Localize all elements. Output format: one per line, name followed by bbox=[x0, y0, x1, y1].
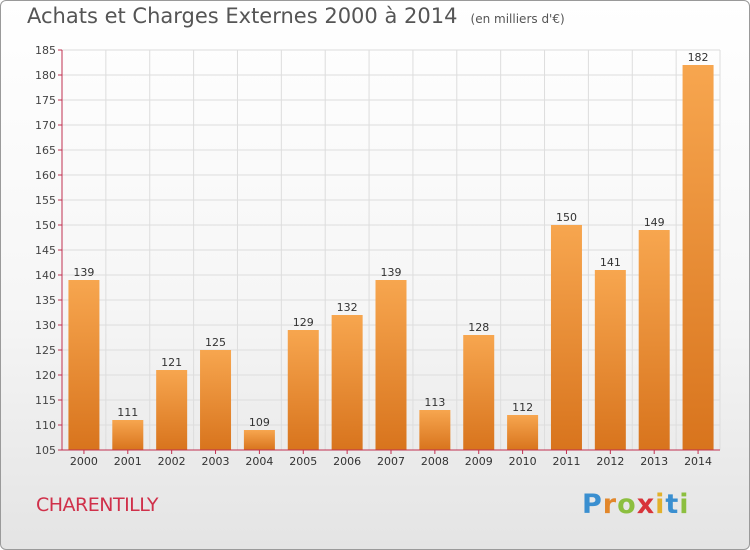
y-tick-label: 170 bbox=[35, 119, 56, 132]
x-tick-label: 2010 bbox=[509, 455, 537, 468]
x-tick-label: 2009 bbox=[465, 455, 493, 468]
chart-unit: (en milliers d'€) bbox=[470, 12, 565, 26]
bar bbox=[550, 225, 582, 450]
bar bbox=[682, 65, 714, 450]
x-tick-label: 2008 bbox=[421, 455, 449, 468]
commune-name: CHARENTILLY bbox=[36, 494, 158, 516]
axes: 105 110 115 120 125 130 135 140 145 150 155 160 165 1… bbox=[35, 44, 720, 468]
x-tick-label: 2004 bbox=[245, 455, 273, 468]
data-label: 129 bbox=[293, 316, 314, 329]
y-tick-label: 105 bbox=[35, 444, 56, 457]
bar bbox=[419, 410, 451, 450]
proxiti-logo: Proxiti bbox=[582, 489, 690, 520]
y-tick-label: 155 bbox=[35, 194, 56, 207]
y-tick-label: 135 bbox=[35, 294, 56, 307]
data-label: 141 bbox=[600, 256, 621, 269]
data-label: 113 bbox=[424, 396, 445, 409]
y-tick-label: 130 bbox=[35, 319, 56, 332]
y-tick-label: 115 bbox=[35, 394, 56, 407]
y-tick-label: 140 bbox=[35, 269, 56, 282]
data-label: 121 bbox=[161, 356, 182, 369]
x-tick-label: 2006 bbox=[333, 455, 361, 468]
x-tick-label: 2005 bbox=[289, 455, 317, 468]
x-tick-label: 2000 bbox=[70, 455, 98, 468]
bar bbox=[463, 335, 495, 450]
data-label: 132 bbox=[337, 301, 358, 314]
data-label: 125 bbox=[205, 336, 226, 349]
y-tick-label: 125 bbox=[35, 344, 56, 357]
bar bbox=[375, 280, 407, 450]
x-tick-label: 2012 bbox=[596, 455, 624, 468]
chart-title-text: Achats et Charges Externes 2000 à 2014 bbox=[27, 4, 458, 28]
bar bbox=[112, 420, 144, 450]
bar bbox=[243, 430, 275, 450]
bar bbox=[594, 270, 626, 450]
y-tick-label: 180 bbox=[35, 69, 56, 82]
x-tick-label: 2013 bbox=[640, 455, 668, 468]
bar bbox=[68, 280, 100, 450]
data-label: 109 bbox=[249, 416, 270, 429]
y-tick-label: 160 bbox=[35, 169, 56, 182]
chart-title: Achats et Charges Externes 2000 à 2014 (… bbox=[27, 4, 565, 28]
y-tick-label: 175 bbox=[35, 94, 56, 107]
bars: 139 111 121 125 109 129 132 139 113 128 112 150 141 1… bbox=[68, 51, 714, 450]
x-tick-label: 2002 bbox=[158, 455, 186, 468]
data-label: 182 bbox=[688, 51, 709, 64]
y-tick-label: 145 bbox=[35, 244, 56, 257]
bar bbox=[156, 370, 188, 450]
bar bbox=[507, 415, 539, 450]
data-label: 111 bbox=[117, 406, 138, 419]
y-tick-label: 150 bbox=[35, 219, 56, 232]
x-tick-label: 2014 bbox=[684, 455, 712, 468]
x-tick-label: 2011 bbox=[552, 455, 580, 468]
data-label: 149 bbox=[644, 216, 665, 229]
y-tick-label: 185 bbox=[35, 44, 56, 57]
x-tick-label: 2003 bbox=[202, 455, 230, 468]
x-tick-label: 2001 bbox=[114, 455, 142, 468]
y-tick-label: 110 bbox=[35, 419, 56, 432]
data-label: 139 bbox=[381, 266, 402, 279]
y-tick-label: 165 bbox=[35, 144, 56, 157]
x-tick-label: 2007 bbox=[377, 455, 405, 468]
bar bbox=[331, 315, 363, 450]
bar bbox=[287, 330, 319, 450]
bar bbox=[638, 230, 670, 450]
bar bbox=[200, 350, 232, 450]
data-label: 150 bbox=[556, 211, 577, 224]
data-label: 128 bbox=[468, 321, 489, 334]
data-label: 112 bbox=[512, 401, 533, 414]
data-label: 139 bbox=[73, 266, 94, 279]
y-tick-label: 120 bbox=[35, 369, 56, 382]
